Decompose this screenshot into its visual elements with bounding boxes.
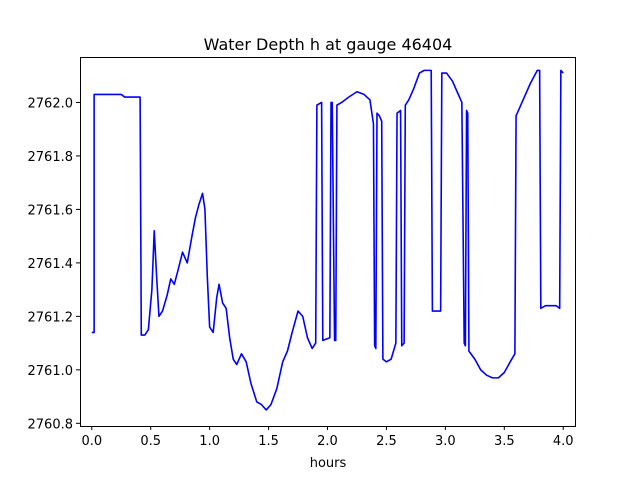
- x-tick-label: 0.0: [81, 434, 102, 449]
- series-line-0: [91, 69, 564, 411]
- y-tick-label: 2762.0: [28, 96, 74, 111]
- x-tick-label: 1.5: [258, 434, 279, 449]
- y-tick-label: 2761.0: [28, 364, 74, 379]
- y-tick-label: 2761.4: [28, 257, 74, 272]
- x-axis-label: hours: [310, 456, 347, 471]
- y-tick-label: 2761.2: [28, 310, 74, 325]
- y-tick-label: 2760.8: [28, 417, 74, 432]
- x-tick-label: 0.5: [140, 434, 161, 449]
- x-tick-label: 3.0: [435, 434, 456, 449]
- chart-title: Water Depth h at gauge 46404: [204, 35, 453, 54]
- x-tick-label: 4.0: [553, 434, 574, 449]
- y-tick-label: 2761.8: [28, 150, 74, 165]
- x-axis: 0.0 0.5 1.0 1.5 2.0 2.5 3.0 3.5 4.0: [81, 426, 574, 449]
- x-tick-label: 2.5: [376, 434, 397, 449]
- x-tick-label: 3.5: [494, 434, 515, 449]
- y-tick-label: 2761.6: [28, 203, 74, 218]
- plot-area: [91, 69, 564, 411]
- y-axis: 2760.8 2761.0 2761.2 2761.4 2761.6 2761.8 2762…: [28, 96, 80, 432]
- x-tick-label: 2.0: [317, 434, 338, 449]
- x-tick-label: 1.0: [199, 434, 220, 449]
- plot-frame: [80, 57, 576, 427]
